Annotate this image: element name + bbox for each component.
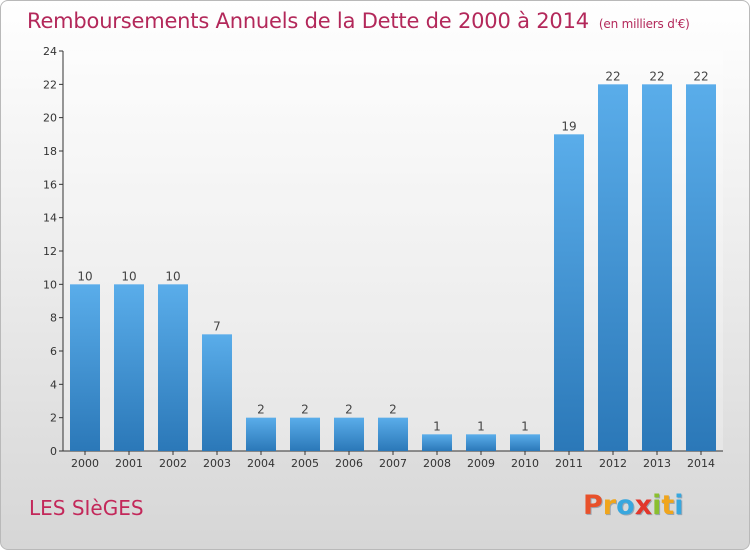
x-tick-label-2005: 2005	[291, 457, 319, 470]
logo-letter: x	[634, 490, 653, 521]
y-tick-label: 0	[50, 445, 57, 458]
data-label-2011: 19	[561, 119, 576, 133]
logo-letter: i	[674, 490, 684, 521]
data-label-2010: 1	[521, 419, 529, 433]
x-tick-label-2006: 2006	[335, 457, 363, 470]
data-label-2002: 10	[165, 269, 180, 283]
logo-letter: o	[616, 490, 635, 521]
commune-name: LES SIèGES	[29, 496, 144, 520]
x-tick-label-2002: 2002	[159, 457, 187, 470]
bar-2003	[202, 334, 232, 451]
y-tick-label: 24	[43, 45, 57, 58]
y-tick-label: 4	[50, 378, 57, 391]
x-tick-label-2012: 2012	[599, 457, 627, 470]
data-label-2000: 10	[77, 269, 92, 283]
x-tick-label-2013: 2013	[643, 457, 671, 470]
x-tick-label-2001: 2001	[115, 457, 143, 470]
bar-2011	[554, 134, 584, 452]
chart-title: Remboursements Annuels de la Dette de 20…	[27, 9, 690, 33]
bar-2000	[70, 284, 100, 451]
y-tick-label: 8	[50, 312, 57, 325]
x-tick-label-2009: 2009	[467, 457, 495, 470]
bar-2010	[510, 434, 540, 451]
x-axis: 2000 2001 2002 2003 2004 2005 2006 2007 2008 2009…	[63, 450, 723, 470]
bar-2008	[422, 434, 452, 451]
x-tick-label-2000: 2000	[71, 457, 99, 470]
data-label-2012: 22	[605, 69, 620, 83]
bar-2007	[378, 417, 408, 451]
y-tick-label: 20	[43, 112, 57, 125]
bar-2014	[686, 84, 716, 451]
logo-letter: i	[652, 490, 662, 521]
bar-2012	[598, 84, 628, 451]
y-tick-label: 14	[43, 212, 57, 225]
y-tick-label: 16	[43, 178, 57, 191]
data-label-2001: 10	[121, 269, 136, 283]
bar-2013	[642, 84, 672, 451]
data-label-2005: 2	[301, 403, 309, 417]
unit-note: (en milliers d'€)	[598, 17, 690, 31]
data-label-2008: 1	[433, 419, 441, 433]
x-tick-label-2007: 2007	[379, 457, 407, 470]
x-tick-label-2014: 2014	[687, 457, 715, 470]
x-tick-label-2004: 2004	[247, 457, 275, 470]
x-tick-label-2010: 2010	[511, 457, 539, 470]
title-text: Remboursements Annuels de la Dette de 20…	[27, 9, 589, 33]
data-label-2006: 2	[345, 403, 353, 417]
logo-letter: P	[583, 490, 603, 521]
x-tick-label-2008: 2008	[423, 457, 451, 470]
logo-letter: r	[602, 490, 617, 521]
data-label-2013: 22	[649, 69, 664, 83]
bar-2002	[158, 284, 188, 451]
data-label-2009: 1	[477, 419, 485, 433]
bar-2005	[290, 417, 320, 451]
data-label-2007: 2	[389, 403, 397, 417]
data-label-2014: 22	[693, 69, 708, 83]
y-tick-label: 18	[43, 145, 57, 158]
y-tick-label: 12	[43, 245, 57, 258]
bar-2009	[466, 434, 496, 451]
y-tick-label: 10	[43, 278, 57, 291]
logo-letter: t	[661, 490, 675, 521]
bar-2006	[334, 417, 364, 451]
x-tick-label-2003: 2003	[203, 457, 231, 470]
y-tick-label: 22	[43, 78, 57, 91]
data-label-2003: 7	[213, 319, 221, 333]
y-tick-label: 2	[50, 412, 57, 425]
y-tick-label: 6	[50, 345, 57, 358]
x-tick-label-2011: 2011	[555, 457, 583, 470]
data-label-2004: 2	[257, 403, 265, 417]
bar-2001	[114, 284, 144, 451]
bar-2004	[246, 417, 276, 451]
proxiti-logo[interactable]: Proxiti	[583, 490, 684, 521]
